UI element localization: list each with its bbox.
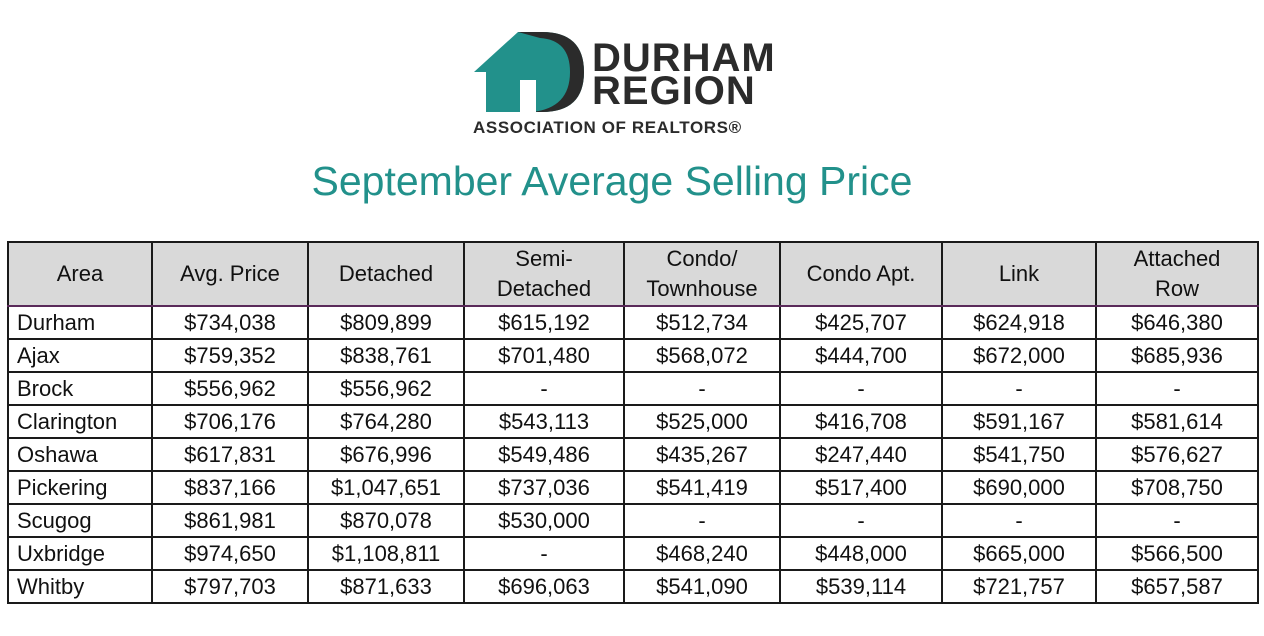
price-cell: $708,750	[1095, 470, 1259, 505]
page-title: September Average Selling Price	[0, 158, 1224, 205]
column-header: Link	[941, 241, 1097, 307]
price-cell: $517,400	[779, 470, 943, 505]
price-cell: -	[1095, 503, 1259, 538]
area-cell: Whitby	[7, 569, 153, 604]
area-cell: Brock	[7, 371, 153, 406]
table-row: Durham $734,038 $809,899 $615,192 $512,734 $4…	[7, 305, 1259, 340]
column-header: Area	[7, 241, 153, 307]
table-row: Ajax $759,352 $838,761 $701,480 $568,072 $444…	[7, 338, 1259, 373]
price-cell: $444,700	[779, 338, 943, 373]
price-cell: $690,000	[941, 470, 1097, 505]
area-cell: Oshawa	[7, 437, 153, 472]
price-cell: $861,981	[151, 503, 309, 538]
price-cell: $737,036	[463, 470, 625, 505]
column-header: Condo/Townhouse	[623, 241, 781, 307]
price-cell: $416,708	[779, 404, 943, 439]
table-row: Whitby $797,703 $871,633 $696,063 $541,090 $5…	[7, 569, 1259, 604]
column-header: Attached Row	[1095, 241, 1259, 307]
area-cell: Ajax	[7, 338, 153, 373]
price-cell: $576,627	[1095, 437, 1259, 472]
price-cell: $566,500	[1095, 536, 1259, 571]
price-cell: $624,918	[941, 305, 1097, 340]
table-row: Clarington $706,176 $764,280 $543,113 $525,0…	[7, 404, 1259, 439]
table-row: Brock $556,962 $556,962- - - - -	[7, 371, 1259, 406]
price-cell: -	[463, 536, 625, 571]
area-cell: Uxbridge	[7, 536, 153, 571]
price-cell: $721,757	[941, 569, 1097, 604]
price-cell: $974,650	[151, 536, 309, 571]
area-cell: Pickering	[7, 470, 153, 505]
price-cell: $556,962	[151, 371, 309, 406]
price-cell: $615,192	[463, 305, 625, 340]
table-row: Scugog $861,981 $870,078 $530,000- - - -	[7, 503, 1259, 538]
price-cell: $568,072	[623, 338, 781, 373]
price-cell: $696,063	[463, 569, 625, 604]
price-cell: $549,486	[463, 437, 625, 472]
price-cell: -	[941, 503, 1097, 538]
price-cell: $838,761	[307, 338, 465, 373]
price-cell: $591,167	[941, 404, 1097, 439]
column-header: Detached	[307, 241, 465, 307]
logo: DURHAM REGION ASSOCIATION OF REALTORS®	[470, 28, 800, 138]
price-cell: -	[779, 503, 943, 538]
logo-line-3: ASSOCIATION OF REALTORS®	[473, 118, 742, 137]
column-header: Semi- Detached	[463, 241, 625, 307]
price-cell: $448,000	[779, 536, 943, 571]
price-cell: -	[623, 371, 781, 406]
price-cell: $870,078	[307, 503, 465, 538]
table-body: Durham $734,038 $809,899 $615,192 $512,734 $4…	[7, 305, 1259, 604]
price-cell: $1,047,651	[307, 470, 465, 505]
price-cell: $468,240	[623, 536, 781, 571]
house-d-logo-icon	[474, 32, 584, 112]
logo-line-2: REGION	[592, 69, 756, 113]
price-cell: $676,996	[307, 437, 465, 472]
price-cell: -	[779, 371, 943, 406]
price-cell: $701,480	[463, 338, 625, 373]
price-cell: $435,267	[623, 437, 781, 472]
price-cell: $525,000	[623, 404, 781, 439]
area-cell: Scugog	[7, 503, 153, 538]
price-cell: $1,108,811	[307, 536, 465, 571]
price-cell: $759,352	[151, 338, 309, 373]
price-cell: $541,419	[623, 470, 781, 505]
price-cell: $665,000	[941, 536, 1097, 571]
price-cell: $871,633	[307, 569, 465, 604]
price-cell: $581,614	[1095, 404, 1259, 439]
price-cell: $543,113	[463, 404, 625, 439]
price-cell: $797,703	[151, 569, 309, 604]
table-row: Uxbridge $974,650 $1,108,811- $468,240 $448,…	[7, 536, 1259, 571]
price-cell: $539,114	[779, 569, 943, 604]
table-row: Oshawa $617,831 $676,996 $549,486 $435,267 $2…	[7, 437, 1259, 472]
table-row: Pickering $837,166 $1,047,651 $737,036 $541,…	[7, 470, 1259, 505]
price-cell: $657,587	[1095, 569, 1259, 604]
price-cell: $685,936	[1095, 338, 1259, 373]
price-cell: $617,831	[151, 437, 309, 472]
price-cell: $672,000	[941, 338, 1097, 373]
logo-line-1: DURHAM	[592, 36, 776, 80]
table-header-row: Area Avg. Price Detached Semi- Detached Condo…	[7, 241, 1259, 307]
price-cell: $425,707	[779, 305, 943, 340]
price-cell: $247,440	[779, 437, 943, 472]
column-header: Avg. Price	[151, 241, 309, 307]
price-cell: $512,734	[623, 305, 781, 340]
price-cell: $706,176	[151, 404, 309, 439]
price-cell: $541,090	[623, 569, 781, 604]
price-cell: $734,038	[151, 305, 309, 340]
price-cell: -	[623, 503, 781, 538]
price-cell: -	[941, 371, 1097, 406]
price-cell: $541,750	[941, 437, 1097, 472]
price-cell: $809,899	[307, 305, 465, 340]
price-cell: $764,280	[307, 404, 465, 439]
price-cell: -	[1095, 371, 1259, 406]
chart-title: September Average Selling Price	[311, 158, 913, 204]
column-header: Condo Apt.	[779, 241, 943, 307]
price-cell: $556,962	[307, 371, 465, 406]
area-cell: Durham	[7, 305, 153, 340]
price-cell: $646,380	[1095, 305, 1259, 340]
price-cell: $530,000	[463, 503, 625, 538]
area-cell: Clarington	[7, 404, 153, 439]
price-table: Area Avg. Price Detached Semi- Detached Condo…	[7, 241, 1259, 604]
price-cell: $837,166	[151, 470, 309, 505]
price-cell: -	[463, 371, 625, 406]
